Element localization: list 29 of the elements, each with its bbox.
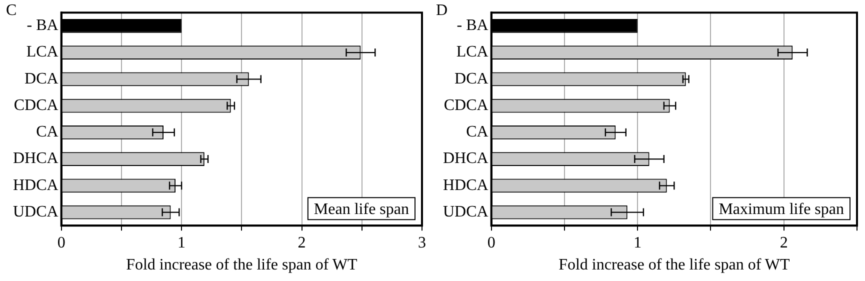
y-tick-label: LCA <box>456 44 489 61</box>
y-tick-label: UDCA <box>442 203 489 220</box>
x-tick-label: 1 <box>178 234 186 252</box>
y-tick-label: CDCA <box>444 96 489 114</box>
y-tick-label: DCA <box>24 70 59 88</box>
x-tick-label: 0 <box>487 234 496 252</box>
x-tick-label: 1 <box>634 234 642 252</box>
x-axis-title: Fold increase of the life span of WT <box>126 256 358 274</box>
x-axis-title: Fold increase of the life span of WT <box>558 256 790 274</box>
y-tick-label: DCA <box>454 70 489 88</box>
y-tick-label: LCA <box>26 44 59 61</box>
x-tick-label: 2 <box>298 234 306 252</box>
y-tick-label: - BA <box>26 17 59 34</box>
y-tick-label: CDCA <box>14 96 59 114</box>
x-tick-label: 0 <box>57 234 66 252</box>
chart-title: C <box>6 2 17 20</box>
y-tick-label: CA <box>36 124 59 141</box>
annotation: Mean life span <box>314 200 409 218</box>
y-tick-label: DHCA <box>12 150 59 168</box>
y-tick-label: CA <box>466 124 489 141</box>
y-tick-label: DHCA <box>442 150 489 168</box>
annotation: Maximum life span <box>718 200 844 218</box>
chart-title: D <box>436 2 448 20</box>
x-tick-label: 2 <box>780 234 788 252</box>
x-tick-label: 3 <box>418 234 426 252</box>
y-tick-label: UDCA <box>12 203 59 220</box>
y-tick-label: HDCA <box>12 176 59 194</box>
y-tick-label: - BA <box>456 17 489 34</box>
y-tick-label: HDCA <box>442 176 489 194</box>
